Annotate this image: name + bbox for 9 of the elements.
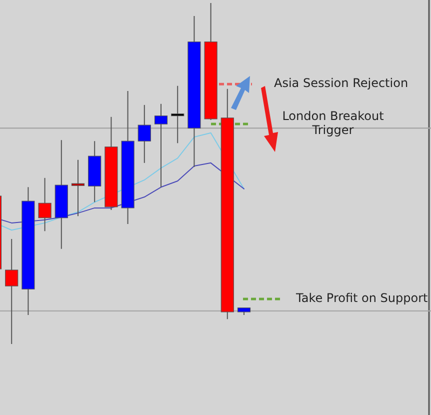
ref-line-label: Take Profit on Support bbox=[295, 291, 428, 306]
ref-line-label: Asia Session Rejection bbox=[274, 76, 408, 90]
candlestick bbox=[71, 159, 85, 217]
ref-line-label: London Breakout Trigger bbox=[282, 109, 384, 138]
candlestick bbox=[138, 104, 151, 164]
candlestick bbox=[38, 177, 52, 232]
candlestick bbox=[154, 103, 168, 188]
candlestick bbox=[5, 238, 18, 344]
candlestick bbox=[171, 85, 184, 144]
